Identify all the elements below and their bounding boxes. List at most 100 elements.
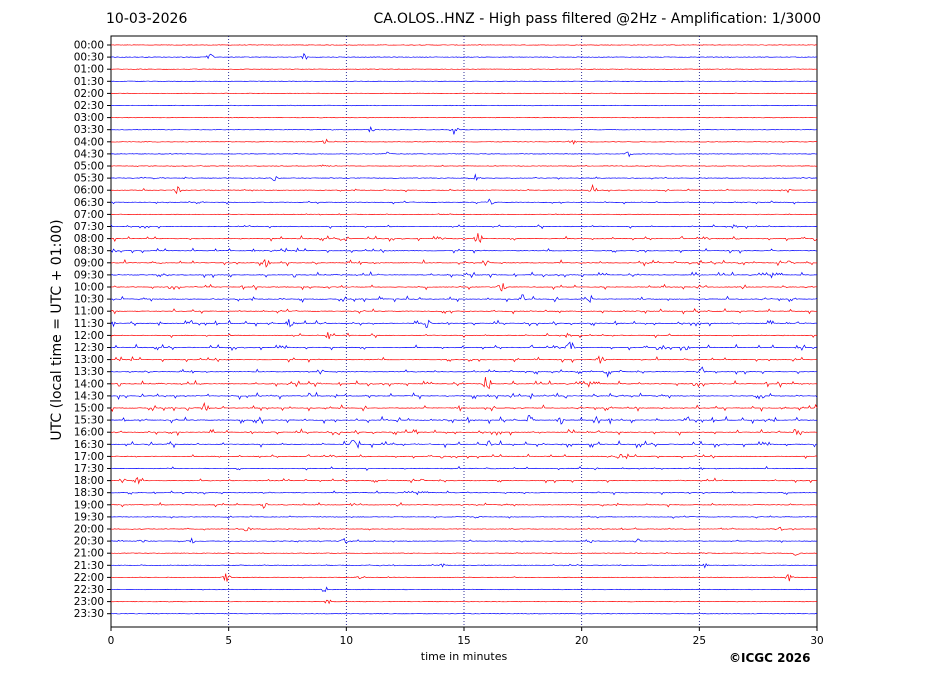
x-axis-label: time in minutes (420, 650, 508, 663)
trace-1530 (110, 415, 818, 425)
x-tick-label: 15 (457, 635, 470, 647)
trace-0730 (110, 224, 818, 230)
y-tick-label: 20:30 (74, 536, 104, 548)
x-tick-label: 30 (810, 635, 823, 647)
y-tick-label: 13:00 (74, 354, 104, 366)
y-tick-label: 17:30 (74, 463, 104, 475)
trace-0430 (110, 151, 818, 158)
y-tick-label: 00:30 (74, 52, 104, 64)
trace-2100 (110, 552, 818, 556)
trace-1830 (110, 490, 818, 496)
y-tick-label: 21:30 (74, 560, 104, 572)
chart-title: CA.OLOS..HNZ - High pass filtered @2Hz -… (373, 11, 821, 27)
y-tick-label: 17:00 (74, 451, 104, 463)
trace-2230 (110, 586, 818, 593)
trace-2200 (110, 573, 818, 582)
y-tick-label: 10:00 (74, 282, 104, 294)
trace-0100 (110, 68, 818, 70)
y-tick-label: 07:00 (74, 209, 104, 221)
y-tick-label: 14:30 (74, 390, 104, 402)
trace-0930 (110, 271, 818, 279)
y-tick-label: 05:00 (74, 161, 104, 173)
trace-0130 (110, 80, 818, 82)
y-tick-label: 12:30 (74, 342, 104, 354)
x-tick-label: 0 (108, 635, 115, 647)
x-tick-label: 20 (575, 635, 588, 647)
y-tick-label: 01:00 (74, 64, 104, 76)
y-tick-label: 00:00 (74, 40, 104, 52)
y-tick-label: 11:30 (74, 318, 104, 330)
y-tick-label: 08:30 (74, 245, 104, 257)
trace-0000 (110, 44, 818, 46)
x-tick-label: 25 (693, 635, 706, 647)
trace-1800 (110, 477, 818, 485)
trace-1700 (110, 453, 818, 460)
trace-0900 (110, 258, 818, 268)
trace-0200 (110, 92, 818, 95)
y-tick-label: 03:30 (74, 124, 104, 136)
y-tick-label: 23:30 (74, 608, 104, 620)
trace-0630 (110, 198, 818, 205)
y-tick-label: 19:30 (74, 511, 104, 523)
y-tick-label: 11:00 (74, 306, 104, 318)
trace-0700 (110, 213, 818, 216)
trace-0030 (110, 52, 818, 60)
trace-0500 (110, 164, 818, 168)
y-tick-label: 08:00 (74, 233, 104, 245)
trace-1330 (110, 366, 817, 378)
y-tick-label: 02:00 (74, 88, 104, 100)
y-tick-label: 06:30 (74, 197, 104, 209)
trace-1000 (110, 283, 818, 292)
y-tick-label: 19:00 (74, 499, 104, 511)
trace-0330 (110, 126, 818, 135)
y-tick-label: 01:30 (74, 76, 104, 88)
y-tick-label: 04:30 (74, 148, 104, 160)
y-tick-label: 04:00 (74, 136, 104, 148)
y-tick-label: 15:00 (74, 403, 104, 415)
y-tick-label: 09:30 (74, 269, 104, 281)
y-tick-label: 23:00 (74, 596, 104, 608)
trace-1630 (110, 439, 818, 449)
trace-0230 (110, 104, 818, 107)
trace-1900 (110, 501, 818, 509)
trace-1300 (110, 355, 818, 364)
trace-2300 (110, 599, 818, 605)
trace-0800 (110, 233, 818, 244)
trace-1400 (110, 376, 818, 390)
y-tick-label: 16:00 (74, 427, 104, 439)
trace-1230 (110, 341, 818, 352)
trace-0530 (110, 173, 818, 182)
trace-2130 (110, 562, 818, 569)
y-tick-label: 15:30 (74, 415, 104, 427)
trace-1930 (110, 515, 818, 519)
y-tick-label: 14:00 (74, 378, 104, 390)
trace-2000 (110, 526, 818, 532)
trace-0600 (110, 183, 818, 195)
y-tick-label: 13:30 (74, 366, 104, 378)
y-tick-label: 18:30 (74, 487, 104, 499)
trace-2330 (110, 613, 818, 615)
x-tick-label: 5 (225, 635, 232, 647)
trace-1500 (110, 402, 818, 413)
y-tick-label: 12:00 (74, 330, 104, 342)
trace-1130 (110, 319, 818, 328)
y-tick-label: 16:30 (74, 439, 104, 451)
copyright-label: ©ICGC 2026 (729, 651, 811, 665)
x-tick-label: 10 (340, 635, 353, 647)
date-label: 10-03-2026 (106, 11, 188, 27)
y-tick-label: 20:00 (74, 524, 104, 536)
y-tick-label: 06:00 (74, 185, 104, 197)
trace-1730 (110, 465, 817, 472)
trace-0400 (110, 138, 818, 145)
y-tick-label: 10:30 (74, 294, 104, 306)
y-tick-label: 07:30 (74, 221, 104, 233)
y-tick-label: 02:30 (74, 100, 104, 112)
trace-2030 (110, 537, 818, 544)
y-axis-label: UTC (local time = UTC + 01:00) (49, 219, 65, 441)
trace-1430 (110, 391, 818, 401)
y-tick-label: 22:30 (74, 584, 104, 596)
y-tick-label: 22:00 (74, 572, 104, 584)
trace-0300 (110, 116, 818, 119)
trace-1030 (110, 294, 818, 303)
